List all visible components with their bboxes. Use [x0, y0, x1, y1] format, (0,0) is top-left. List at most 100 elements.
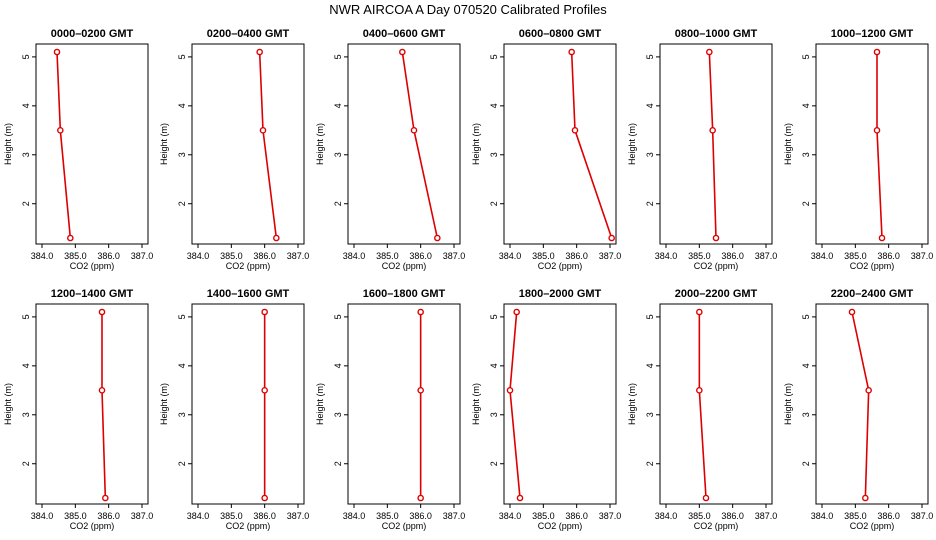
x-axis-label: CO2 (ppm) — [694, 521, 739, 531]
x-axis-label: CO2 (ppm) — [382, 261, 427, 271]
data-point — [53, 48, 61, 56]
chart-panel: 1200–1400 GMT 384.0 385.0 386.0 387.0 CO2 (pp… — [3, 288, 153, 531]
y-tick-label: 2 — [177, 461, 187, 466]
panel-title: 1800–2000 GMT — [519, 288, 602, 300]
y-tick-label: 5 — [21, 54, 31, 59]
x-tick-label: 385.0 — [688, 511, 711, 521]
y-tick-label: 4 — [21, 363, 31, 368]
x-tick-label: 387.0 — [599, 511, 622, 521]
y-tick-label: 4 — [489, 363, 499, 368]
panel-title: 2200–2400 GMT — [831, 288, 914, 300]
y-tick-label: 5 — [489, 54, 499, 59]
panel-title: 0400–0600 GMT — [363, 28, 446, 40]
panel-title: 1200–1400 GMT — [51, 288, 134, 300]
profile-line — [570, 51, 613, 239]
y-tick-label: 3 — [177, 412, 187, 417]
profile-line — [56, 51, 72, 239]
data-point — [873, 48, 881, 56]
x-tick-label: 384.0 — [655, 511, 678, 521]
data-point — [696, 387, 703, 394]
data-point — [712, 234, 720, 242]
data-point — [102, 494, 109, 502]
profile-line — [101, 312, 107, 499]
y-axis-label: Height (m) — [159, 123, 169, 165]
panel-title: 1400–1600 GMT — [207, 288, 290, 300]
profile-line — [698, 312, 707, 499]
chart-panel: 0000–0200 GMT 384.0 385.0 386.0 387.0 CO2 (pp… — [3, 28, 153, 271]
y-tick-label: 3 — [801, 412, 811, 417]
panel-title: 0600–0800 GMT — [519, 28, 602, 40]
profile-line — [401, 51, 439, 239]
plot-frame — [659, 43, 773, 245]
x-tick-label: 385.0 — [532, 511, 555, 521]
x-tick-label: 387.0 — [287, 511, 310, 521]
data-point — [261, 308, 268, 316]
page-title: NWR AIRCOA A Day 070520 Calibrated Profi… — [329, 2, 607, 17]
data-point — [865, 387, 872, 394]
data-point — [273, 234, 280, 242]
y-tick-label: 2 — [333, 461, 343, 466]
data-point — [256, 48, 263, 56]
chart-panel: 2200–2400 GMT 384.0 385.0 386.0 387.0 CO2 (pp… — [783, 288, 933, 531]
chart-panel: 2000–2200 GMT 384.0 385.0 386.0 387.0 CO2 (pp… — [627, 288, 777, 531]
x-tick-label: 385.0 — [376, 511, 399, 521]
y-tick-label: 2 — [645, 461, 655, 466]
x-tick-label: 386.0 — [721, 511, 744, 521]
data-point — [873, 127, 881, 134]
plot-frame — [347, 303, 461, 505]
data-point — [848, 308, 856, 316]
y-tick-label: 3 — [333, 412, 343, 417]
x-tick-label: 385.0 — [688, 251, 711, 261]
x-axis-label: CO2 (ppm) — [694, 261, 739, 271]
x-axis-label: CO2 (ppm) — [70, 261, 115, 271]
plot-frame — [191, 303, 305, 505]
chart-panel: 1400–1600 GMT 384.0 385.0 386.0 387.0 CO2 (pp… — [159, 288, 309, 531]
panel-title: 1600–1800 GMT — [363, 288, 446, 300]
x-tick-label: 387.0 — [755, 511, 778, 521]
data-point — [98, 308, 106, 316]
y-tick-label: 5 — [177, 54, 187, 59]
y-tick-label: 4 — [333, 363, 343, 368]
x-tick-label: 384.0 — [343, 251, 366, 261]
x-tick-label: 385.0 — [64, 511, 87, 521]
chart-panel: 0200–0400 GMT 384.0 385.0 386.0 387.0 CO2 (pp… — [159, 28, 309, 271]
y-tick-label: 3 — [489, 152, 499, 157]
data-point — [57, 127, 64, 134]
x-tick-label: 386.0 — [565, 251, 588, 261]
profile-line — [708, 51, 717, 239]
x-tick-label: 387.0 — [599, 251, 622, 261]
x-tick-label: 387.0 — [755, 251, 778, 261]
chart-panel: 0800–1000 GMT 384.0 385.0 386.0 387.0 CO2 (pp… — [627, 28, 777, 271]
x-axis-label: CO2 (ppm) — [382, 521, 427, 531]
y-tick-label: 4 — [333, 103, 343, 108]
data-point — [261, 387, 268, 394]
chart-panel: 0400–0600 GMT 384.0 385.0 386.0 387.0 CO2 (pp… — [315, 28, 465, 271]
x-axis-label: CO2 (ppm) — [850, 261, 895, 271]
plot-frame — [35, 303, 149, 505]
x-tick-label: 384.0 — [31, 511, 54, 521]
y-tick-label: 5 — [801, 54, 811, 59]
y-axis-label: Height (m) — [3, 123, 13, 165]
data-point — [516, 494, 524, 502]
y-axis-label: Height (m) — [159, 383, 169, 425]
y-tick-label: 4 — [801, 103, 811, 108]
x-tick-label: 384.0 — [811, 511, 834, 521]
x-axis-label: CO2 (ppm) — [70, 521, 115, 531]
y-axis-label: Height (m) — [315, 383, 325, 425]
y-tick-label: 2 — [645, 201, 655, 206]
plot-frame — [503, 303, 617, 505]
x-axis-label: CO2 (ppm) — [226, 521, 271, 531]
chart-panel: 1800–2000 GMT 384.0 385.0 386.0 387.0 CO2 (pp… — [471, 288, 621, 531]
x-tick-label: 384.0 — [655, 251, 678, 261]
x-tick-label: 384.0 — [499, 251, 522, 261]
panel-title: 2000–2200 GMT — [675, 288, 758, 300]
y-tick-label: 4 — [177, 103, 187, 108]
data-point — [417, 308, 424, 316]
data-point — [709, 127, 716, 134]
plot-frame — [659, 303, 773, 505]
y-tick-label: 2 — [21, 461, 31, 466]
y-tick-label: 2 — [801, 461, 811, 466]
x-axis-label: CO2 (ppm) — [226, 261, 271, 271]
y-tick-label: 5 — [645, 54, 655, 59]
x-tick-label: 387.0 — [287, 251, 310, 261]
